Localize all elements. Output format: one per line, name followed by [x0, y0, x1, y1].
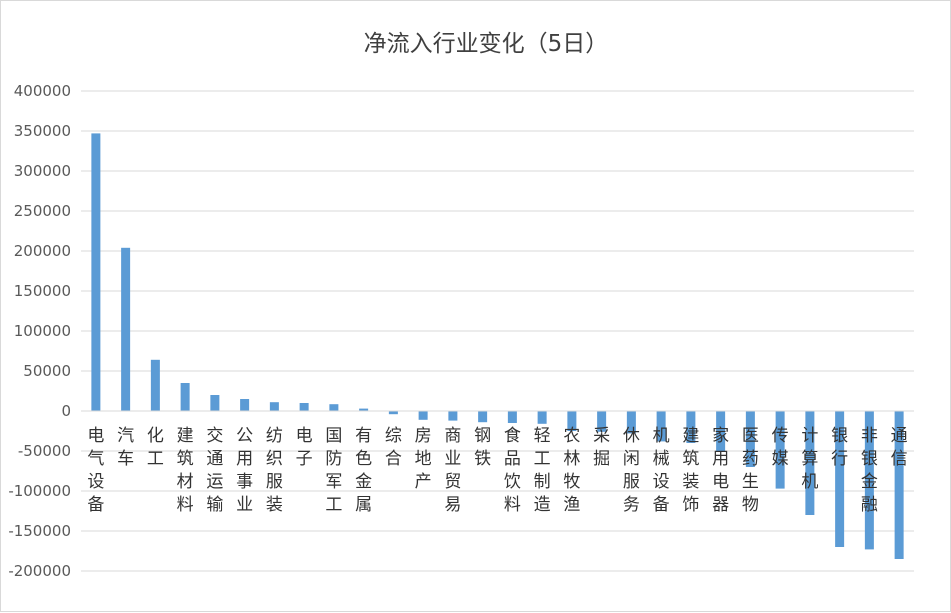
category-label: 机械设备 — [653, 426, 670, 515]
category-label: 传媒 — [772, 426, 789, 469]
bars — [81, 133, 914, 559]
y-tick-label: -150000 — [8, 522, 71, 540]
y-tick-label: 200000 — [14, 242, 71, 260]
category-label: 钢铁 — [474, 426, 491, 469]
category-label: 汽车 — [117, 426, 134, 469]
category-label: 建筑材料 — [177, 426, 194, 515]
category-label: 化工 — [147, 426, 164, 469]
category-label: 银行 — [831, 426, 848, 469]
bar — [359, 408, 369, 411]
bar — [894, 411, 904, 559]
category-label: 家用电器 — [712, 426, 729, 515]
bar — [299, 403, 309, 411]
bar — [448, 411, 458, 421]
category-label: 综合 — [385, 426, 402, 469]
y-tick-label: 250000 — [14, 202, 71, 220]
y-tick-label: 100000 — [14, 322, 71, 340]
category-label: 休闲服务 — [623, 426, 640, 515]
category-label: 农林牧渔 — [563, 426, 580, 515]
gridlines — [81, 90, 914, 572]
category-label: 医药生物 — [742, 426, 759, 515]
bar — [537, 411, 547, 424]
y-tick-label: 300000 — [14, 162, 71, 180]
bar — [626, 411, 636, 434]
category-label: 食品饮料 — [504, 426, 521, 515]
bar — [775, 411, 785, 489]
bar — [91, 133, 101, 411]
y-tick-label: -200000 — [8, 562, 71, 580]
category-label: 国防军工 — [325, 426, 342, 515]
category-label: 公用事业 — [236, 426, 253, 515]
y-tick-label: -50000 — [18, 442, 71, 460]
bar — [745, 411, 755, 467]
category-label: 电气设备 — [87, 426, 104, 515]
bar — [180, 383, 190, 411]
y-tick-label: 350000 — [14, 122, 71, 140]
category-labels: 电气设备汽车化工建筑材料交通运输公用事业纺织服装电子国防军工有色金属综合房地产商… — [87, 426, 907, 515]
category-label: 电子 — [296, 426, 313, 469]
category-label: 轻工制造 — [534, 426, 551, 515]
category-label: 计算机 — [801, 426, 818, 492]
bar — [478, 411, 488, 423]
bar — [805, 411, 815, 515]
y-tick-label: -100000 — [8, 482, 71, 500]
y-axis: 400000 350000 300000 250000 200000 150000 1000… — [8, 82, 71, 580]
y-tick-label: 50000 — [23, 362, 71, 380]
bar — [240, 399, 250, 411]
category-label: 通信 — [891, 426, 908, 469]
bar — [150, 359, 160, 411]
bar — [597, 411, 607, 432]
bar — [864, 411, 874, 550]
bar — [716, 411, 726, 451]
bar — [507, 411, 517, 423]
chart-title: 净流入行业变化（5日） — [364, 31, 609, 57]
y-tick-label: 400000 — [14, 82, 71, 100]
bar — [388, 411, 398, 415]
category-label: 建筑装饰 — [682, 426, 699, 515]
category-label: 非银金融 — [861, 426, 878, 515]
bar — [686, 411, 696, 443]
y-tick-label: 150000 — [14, 282, 71, 300]
category-label: 纺织服装 — [266, 426, 283, 515]
bar — [418, 411, 428, 420]
bar — [835, 411, 845, 547]
category-label: 有色金属 — [355, 426, 372, 515]
y-tick-label: 0 — [61, 402, 71, 420]
bar — [121, 247, 131, 411]
category-label: 房地产 — [415, 426, 432, 492]
bar — [210, 395, 220, 411]
category-label: 采掘 — [593, 426, 610, 469]
category-label: 商业贸易 — [444, 426, 461, 515]
bar — [567, 411, 577, 431]
bar — [656, 411, 666, 442]
category-label: 交通运输 — [206, 426, 223, 515]
bar — [269, 402, 279, 411]
bar — [329, 404, 339, 411]
